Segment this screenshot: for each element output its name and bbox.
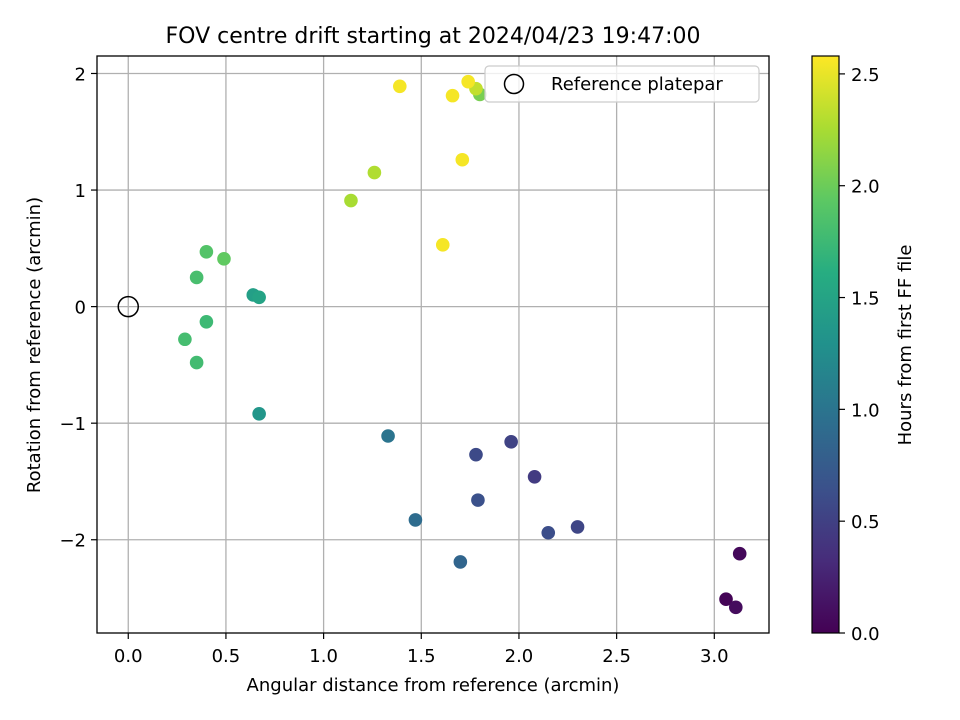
colorbar-label: Hours from first FF file: [895, 245, 916, 446]
legend: Reference platepar: [484, 65, 760, 103]
y-tick-label: −2: [59, 531, 86, 552]
x-tick-label: 0.0: [114, 646, 143, 667]
data-point: [504, 435, 518, 449]
data-point: [367, 165, 382, 180]
x-tick-label: 1.0: [309, 646, 338, 667]
x-tick-label: 2.5: [602, 646, 631, 667]
data-point: [471, 493, 485, 507]
data-point: [541, 525, 556, 540]
y-axis-label: Rotation from reference (arcmin): [24, 197, 45, 493]
data-point: [381, 429, 395, 443]
data-point: [217, 252, 231, 266]
colorbar-tick-label: 1.0: [851, 400, 880, 421]
data-points: [178, 74, 747, 615]
data-point: [453, 555, 468, 569]
data-point: [445, 88, 460, 103]
reference-point: [117, 295, 140, 318]
colorbar-tick-label: 1.5: [851, 289, 880, 310]
data-point: [199, 314, 214, 329]
legend-entry-reference: Reference platepar: [551, 74, 723, 95]
legend-marker-reference: [503, 73, 525, 95]
data-point: [461, 74, 475, 89]
legend-box: [484, 65, 760, 103]
data-point: [178, 332, 192, 347]
reference-marker: [117, 295, 140, 318]
colorbar-tick-label: 0.0: [851, 624, 880, 645]
data-point: [189, 355, 204, 370]
y-tick-label: 2: [75, 64, 86, 85]
plot-frame: [96, 55, 770, 634]
data-point: [469, 447, 483, 462]
colorbar-tick-label: 2.5: [851, 65, 880, 86]
x-tick-label: 2.0: [505, 646, 534, 667]
data-point: [728, 600, 743, 615]
x-axis-ticks: 0.0 0.5 1.0 1.5 2.0 2.5 3.0: [114, 633, 729, 667]
data-point: [570, 520, 585, 534]
colorbar-ticks: 0.0 0.5 1.0 1.5 2.0 2.5: [839, 65, 880, 645]
chart-title: FOV centre drift starting at 2024/04/23 …: [166, 24, 701, 49]
data-point: [199, 245, 214, 259]
data-point: [719, 592, 733, 606]
data-point: [252, 407, 266, 421]
data-point: [408, 513, 423, 527]
y-axis-ticks: −2 −1 0 1 2: [59, 64, 97, 552]
data-point: [344, 193, 358, 208]
colorbar-tick-label: 0.5: [851, 512, 880, 533]
x-axis-label: Angular distance from reference (arcmin): [247, 675, 620, 696]
data-point: [527, 470, 542, 484]
x-tick-label: 3.0: [700, 646, 729, 667]
data-point: [455, 152, 470, 167]
data-point: [435, 238, 450, 252]
y-tick-label: 1: [75, 181, 86, 202]
y-tick-label: 0: [75, 298, 86, 319]
data-point: [252, 290, 266, 305]
colorbar: 0.0 0.5 1.0 1.5 2.0 2.5 Hours from first FF f…: [811, 55, 916, 645]
data-point: [732, 546, 747, 561]
y-tick-label: −1: [59, 414, 86, 435]
colorbar-tick-label: 2.0: [851, 177, 880, 198]
x-tick-label: 1.5: [407, 646, 436, 667]
x-tick-label: 0.5: [212, 646, 241, 667]
data-point: [392, 79, 407, 94]
data-point: [189, 270, 204, 285]
grid-lines: [97, 56, 769, 633]
colorbar-gradient: [811, 55, 840, 634]
